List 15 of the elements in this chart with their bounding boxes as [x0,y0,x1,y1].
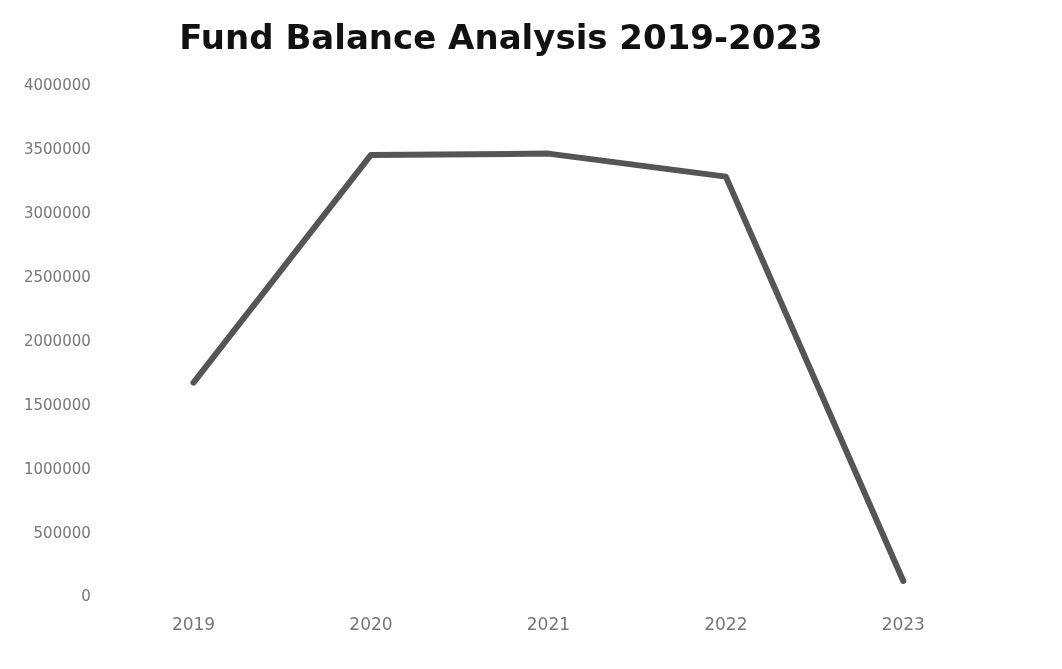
y-tick-label: 3000000 [23,203,91,222]
chart-title: Fund Balance Analysis 2019-2023 [179,17,823,58]
x-tick-label: 2020 [349,614,393,635]
y-tick-label: 500000 [33,523,91,542]
y-tick-label: 3500000 [23,139,91,158]
y-tick-label: 2500000 [23,267,91,286]
y-tick-label: 1000000 [23,459,91,478]
y-tick-label: 4000000 [23,75,91,94]
y-tick-label: 0 [81,587,91,606]
y-tick-label: 1500000 [23,395,91,414]
y-tick-label: 2000000 [23,331,91,350]
x-tick-label: 2023 [881,614,925,635]
x-tick-label: 2021 [526,614,571,635]
x-tick-label: 2022 [704,614,748,635]
x-tick-label: 2019 [171,614,216,635]
